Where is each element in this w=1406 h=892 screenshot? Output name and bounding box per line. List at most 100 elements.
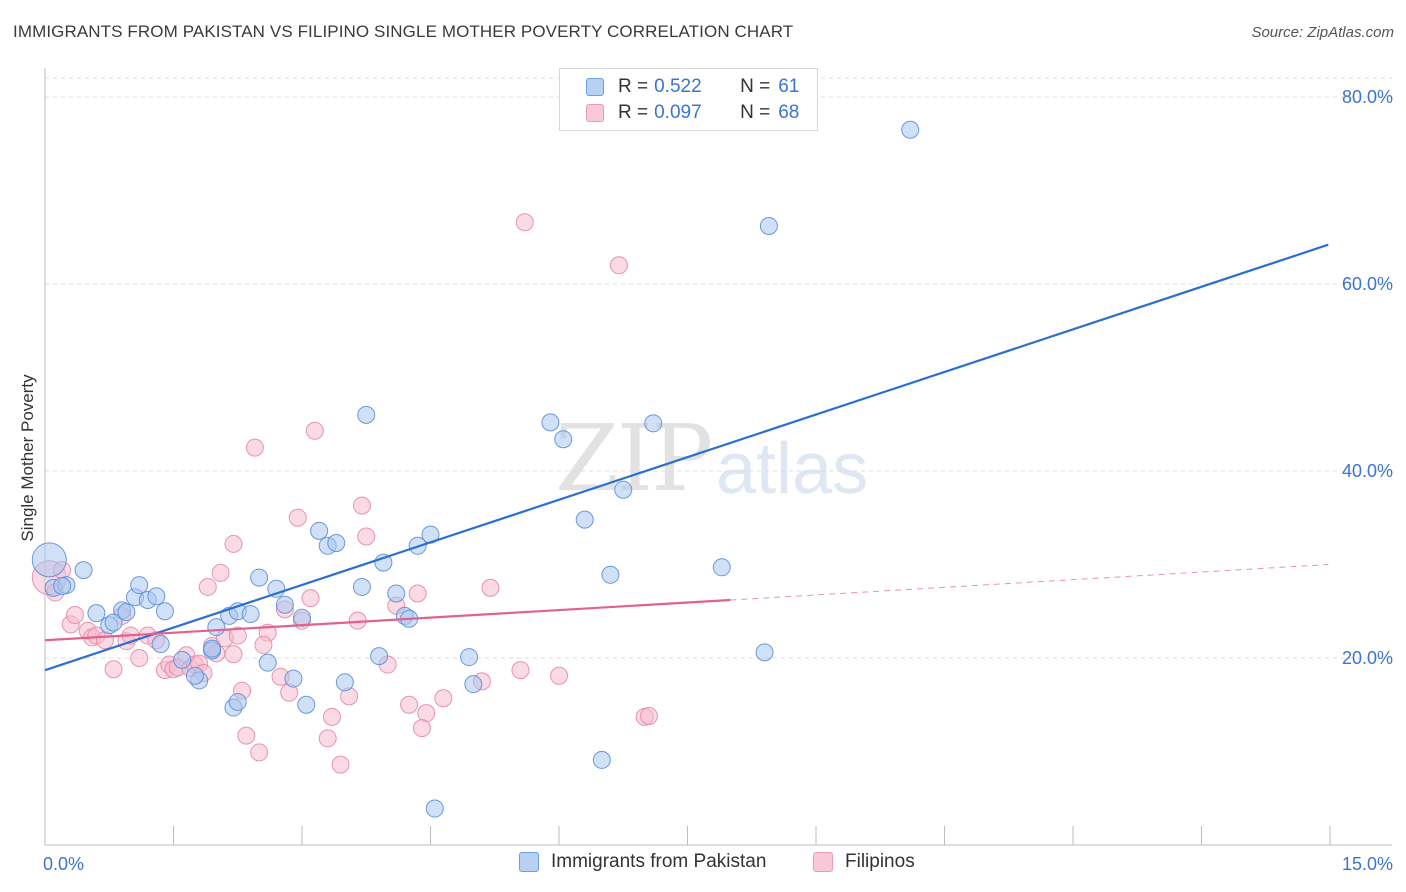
filipino-point [417, 704, 436, 723]
pakistan-point [759, 217, 778, 236]
legend-item-pakistan: Immigrants from Pakistan [519, 851, 766, 873]
n-value: 68 [778, 102, 800, 123]
pakistan-point [327, 533, 346, 552]
pakistan-point [554, 430, 573, 449]
filipino-point [434, 689, 453, 708]
y-tick-label: 20.0% [1342, 648, 1393, 668]
filipino-trend-extension [730, 564, 1329, 601]
pakistan-point [541, 413, 560, 432]
pink-swatch [813, 852, 833, 872]
axes [44, 68, 1392, 846]
pakistan-point [352, 577, 371, 596]
y-tick-label: 60.0% [1342, 274, 1393, 294]
pakistan-point [130, 576, 149, 595]
filipino-point [95, 631, 114, 650]
pakistan-point [310, 521, 329, 540]
filipino-point [198, 577, 217, 596]
filipino-point [609, 256, 628, 275]
legend-row-filipinos: R = 0.097 N = 68 [586, 101, 799, 125]
pakistan-point [258, 653, 277, 672]
pakistan-point [335, 673, 354, 692]
filipino-point [245, 438, 264, 457]
pakistan-point [53, 577, 72, 596]
pakistan-trend-line [44, 243, 1329, 672]
pakistan-point [117, 603, 136, 622]
n-value: 61 [778, 76, 800, 97]
pakistan-point [387, 584, 406, 603]
filipino-point [322, 707, 341, 726]
pakistan-point [644, 414, 663, 433]
pakistan-point [173, 650, 192, 669]
correlation-legend: R = 0.522 N = 61 R = 0.097 N = 68 [559, 68, 818, 131]
tick-labels: 20.0% 40.0% 60.0% 80.0% 0.0% 15.0% [43, 87, 1393, 874]
pakistan-point [104, 613, 123, 632]
pakistan-point [147, 587, 166, 606]
pakistan-point [151, 634, 170, 653]
pakistan-point [464, 675, 483, 694]
watermark-atlas: atlas [716, 429, 869, 509]
pakistan-point [592, 750, 611, 769]
pakistan-point [614, 480, 633, 499]
filipino-point [357, 527, 376, 546]
legend-label: Immigrants from Pakistan [551, 851, 767, 872]
pakistan-point [87, 604, 106, 623]
r-label: R = [618, 102, 649, 123]
pakistan-point [203, 639, 222, 658]
filipino-point [224, 534, 243, 553]
filipino-point [408, 584, 427, 603]
series-legend: Immigrants from Pakistan Filipinos [0, 851, 1406, 877]
filipino-point [301, 589, 320, 608]
pakistan-point [250, 568, 269, 587]
pakistan-point [275, 595, 294, 614]
filipino-point [400, 695, 419, 714]
filipino-point [331, 755, 350, 774]
pakistan-point [185, 666, 204, 685]
filipino-point [65, 605, 84, 624]
y-axis-label: Single Mother Poverty [18, 374, 37, 542]
pakistan-point [31, 542, 67, 578]
filipino-point [511, 661, 530, 680]
pakistan-point [901, 120, 920, 139]
source-label: Source: ZipAtlas.com [1251, 24, 1394, 41]
r-value: 0.522 [654, 76, 702, 97]
filipino-point [639, 706, 658, 725]
pakistan-point [297, 695, 316, 714]
pakistan-point [241, 605, 260, 624]
data-points [31, 120, 920, 818]
filipino-point [515, 213, 534, 232]
r-value: 0.097 [654, 102, 702, 123]
filipino-trend-line [44, 598, 731, 642]
filipino-point [228, 626, 247, 645]
filipino-point [550, 666, 568, 685]
filipino-point [318, 729, 337, 748]
filipino-point [352, 496, 371, 515]
filipino-point [288, 508, 307, 527]
r-label: R = [618, 76, 649, 97]
pakistan-point [601, 565, 620, 584]
legend-label: Filipinos [845, 851, 915, 872]
pakistan-point [293, 608, 311, 627]
pakistan-point [712, 558, 731, 577]
pakistan-point [155, 602, 174, 621]
pink-swatch [586, 104, 604, 122]
blue-swatch [586, 78, 604, 96]
filipino-point [237, 726, 256, 745]
filipino-point [211, 563, 230, 582]
x-tick-label: 0.0% [43, 854, 84, 874]
pakistan-point [228, 692, 247, 711]
pakistan-point [74, 561, 93, 580]
n-label: N = [740, 76, 771, 97]
pakistan-point [755, 643, 774, 662]
chart-title: IMMIGRANTS FROM PAKISTAN VS FILIPINO SIN… [13, 22, 794, 41]
filipino-point [412, 719, 431, 738]
pakistan-point [460, 648, 479, 667]
blue-swatch [519, 852, 539, 872]
pakistan-point [284, 669, 303, 688]
trend-lines [44, 243, 1329, 672]
filipino-point [305, 421, 324, 440]
n-label: N = [740, 102, 771, 123]
y-tick-label: 80.0% [1342, 87, 1393, 107]
pakistan-point [575, 510, 594, 529]
pakistan-point [425, 799, 444, 818]
